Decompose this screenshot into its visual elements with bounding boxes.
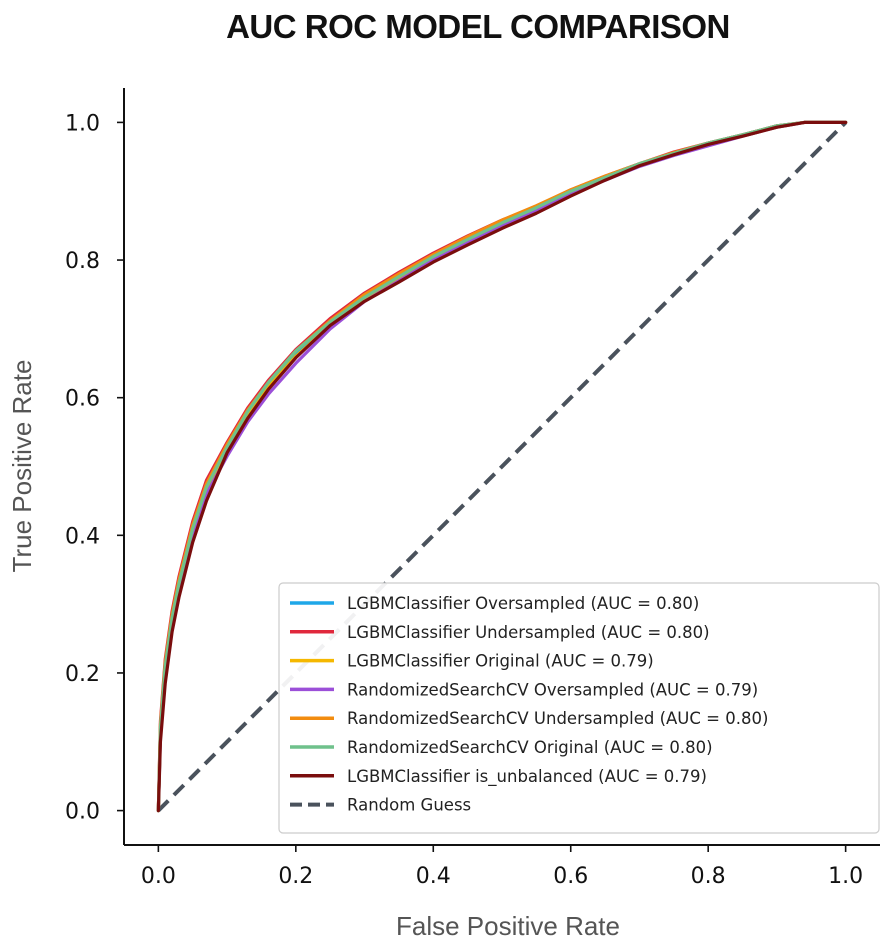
x-tick-label: 0.8	[691, 864, 726, 889]
x-tick-label: 0.2	[278, 864, 313, 889]
legend-entry: LGBMClassifier is_unbalanced (AUC = 0.79…	[347, 767, 707, 787]
x-axis-label: False Positive Rate	[396, 911, 620, 941]
legend-entry: LGBMClassifier Oversampled (AUC = 0.80)	[347, 594, 699, 613]
x-tick-label: 0.0	[141, 864, 176, 889]
y-axis-label: True Positive Rate	[7, 360, 37, 573]
y-tick-label: 0.0	[65, 800, 100, 825]
legend-box	[278, 582, 880, 834]
random-guess-line	[156, 120, 848, 813]
y-tick-label: 0.4	[65, 524, 100, 549]
roc-curves	[156, 120, 848, 813]
y-tick-label: 1.0	[65, 111, 100, 136]
legend-entry: RandomizedSearchCV Oversampled (AUC = 0.…	[347, 680, 758, 699]
legend-entry: RandomizedSearchCV Original (AUC = 0.80)	[347, 738, 713, 757]
y-tick-label: 0.6	[65, 387, 100, 412]
legend-entry: LGBMClassifier Original (AUC = 0.79)	[347, 652, 654, 671]
legend: LGBMClassifier Oversampled (AUC = 0.80) L…	[278, 582, 880, 834]
x-tick-label: 0.6	[553, 864, 588, 889]
y-tick-label: 0.2	[65, 662, 100, 687]
chart-title: AUC ROC MODEL COMPARISON	[226, 8, 730, 45]
axis-ticks: 0.0 0.2 0.4 0.6 0.8 1.0 0.0 0.2 0.4 0.6 0.8 1.0	[65, 111, 863, 889]
y-tick-label: 0.8	[65, 249, 100, 274]
roc-curve-6	[156, 120, 848, 813]
legend-entry: RandomizedSearchCV Undersampled (AUC = 0…	[347, 709, 768, 728]
legend-entry: LGBMClassifier Undersampled (AUC = 0.80)	[347, 623, 710, 642]
x-tick-label: 0.4	[416, 864, 451, 889]
x-tick-label: 1.0	[828, 864, 863, 889]
legend-entry: Random Guess	[347, 796, 471, 815]
